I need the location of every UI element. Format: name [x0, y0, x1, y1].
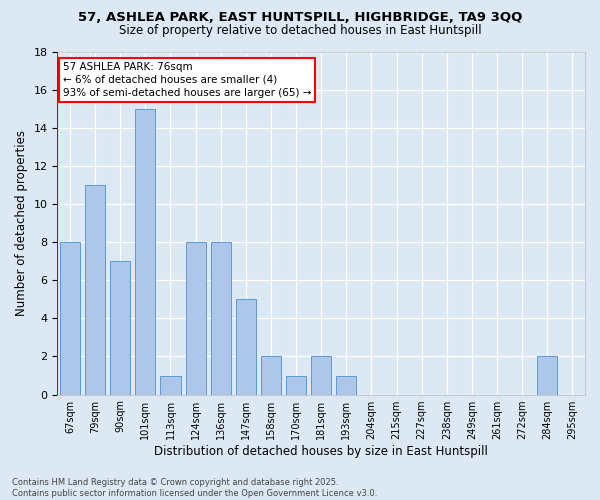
Bar [286, 376, 306, 394]
Bar [135, 108, 155, 395]
Bar [537, 356, 557, 395]
Bar [236, 300, 256, 394]
Bar [85, 185, 105, 394]
X-axis label: Distribution of detached houses by size in East Huntspill: Distribution of detached houses by size … [154, 444, 488, 458]
Bar [60, 242, 80, 394]
Text: Size of property relative to detached houses in East Huntspill: Size of property relative to detached ho… [119, 24, 481, 37]
Y-axis label: Number of detached properties: Number of detached properties [15, 130, 28, 316]
Bar [311, 356, 331, 395]
Bar [185, 242, 206, 394]
Text: Contains HM Land Registry data © Crown copyright and database right 2025.
Contai: Contains HM Land Registry data © Crown c… [12, 478, 377, 498]
Bar [110, 261, 130, 394]
Bar [211, 242, 231, 394]
Bar [336, 376, 356, 394]
Text: 57, ASHLEA PARK, EAST HUNTSPILL, HIGHBRIDGE, TA9 3QQ: 57, ASHLEA PARK, EAST HUNTSPILL, HIGHBRI… [78, 11, 522, 24]
Bar [160, 376, 181, 394]
Text: 57 ASHLEA PARK: 76sqm
← 6% of detached houses are smaller (4)
93% of semi-detach: 57 ASHLEA PARK: 76sqm ← 6% of detached h… [62, 62, 311, 98]
Bar [261, 356, 281, 395]
